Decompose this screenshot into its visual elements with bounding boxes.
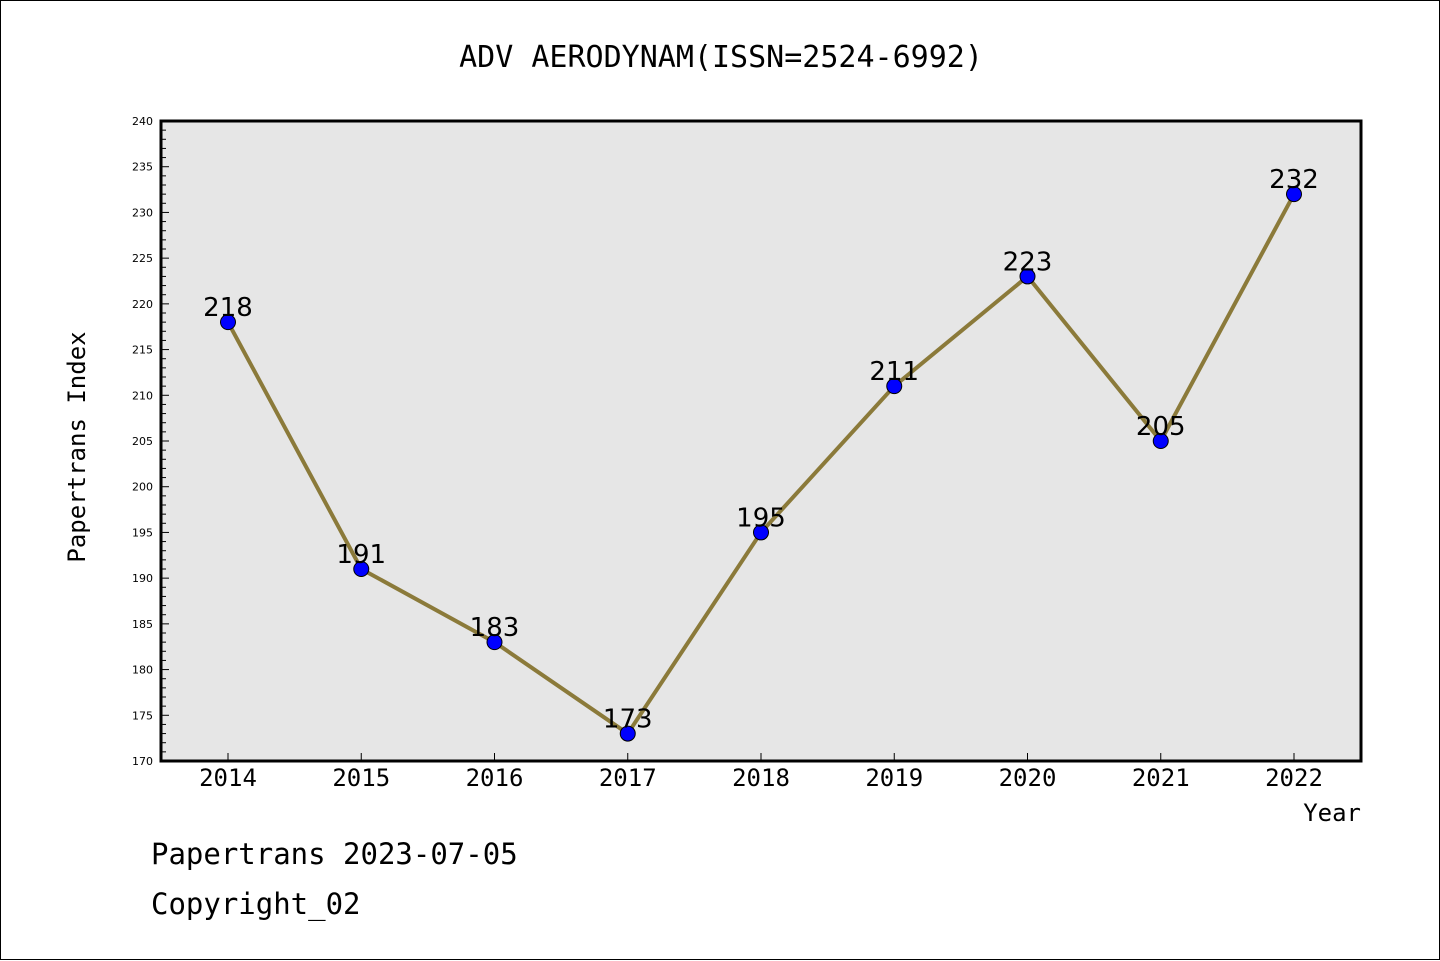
footer-date: Papertrans 2023-07-05 <box>151 837 518 871</box>
x-tick-label: 2019 <box>865 764 923 792</box>
y-tick-label: 230 <box>132 206 153 219</box>
data-point <box>220 314 236 331</box>
data-label: 218 <box>203 293 253 323</box>
data-label: 183 <box>470 613 520 643</box>
data-labels-group: 218 191 183 173 195 211 223 205 232 <box>203 165 1319 734</box>
data-point <box>353 561 370 577</box>
data-label: 205 <box>1136 412 1186 442</box>
data-point <box>753 524 769 541</box>
y-tick-label: 185 <box>132 618 153 631</box>
series-group <box>220 186 1302 742</box>
data-label: 211 <box>869 357 919 387</box>
x-tick-label: 2014 <box>199 764 257 792</box>
x-tick-label: 2022 <box>1265 764 1323 792</box>
x-tick-label: 2017 <box>599 764 657 792</box>
data-label: 195 <box>736 503 786 533</box>
data-label: 173 <box>603 705 653 735</box>
x-axis-label: Year <box>1303 799 1361 827</box>
x-tick-label: 2016 <box>466 764 524 792</box>
data-point <box>1019 268 1036 285</box>
chart-title: ADV AERODYNAM(ISSN=2524-6992) <box>459 40 983 75</box>
x-tick-label: 2018 <box>732 764 790 792</box>
data-point <box>486 634 503 651</box>
y-tick-label: 240 <box>132 115 153 128</box>
data-label: 191 <box>336 540 386 570</box>
y-axis-label: Papertrans Index <box>63 331 91 562</box>
data-label: 223 <box>1003 247 1053 277</box>
data-label: 232 <box>1269 165 1319 195</box>
y-tick-label: 170 <box>132 755 153 768</box>
x-tick-label: 2020 <box>999 764 1057 792</box>
x-tick-label: 2015 <box>332 764 390 792</box>
y-tick-label: 175 <box>132 709 153 722</box>
data-point <box>619 725 636 742</box>
x-axis: 2014 2015 2016 2017 2018 2019 2020 2021 2022 <box>199 753 1323 792</box>
x-tick-label: 2021 <box>1132 764 1190 792</box>
y-tick-label: 220 <box>132 298 153 311</box>
y-tick-label: 195 <box>132 526 153 539</box>
data-point <box>1286 186 1302 203</box>
data-point <box>1152 433 1169 449</box>
y-tick-label: 210 <box>132 389 153 402</box>
y-tick-label: 225 <box>132 252 153 265</box>
data-point <box>886 378 903 395</box>
footer-copyright: Copyright_02 <box>151 887 361 921</box>
y-tick-label: 205 <box>132 435 153 448</box>
y-axis: 170 175 180 185 190 195 200 205 210 215 220 225 230 2… <box>132 115 169 768</box>
y-tick-label: 190 <box>132 572 153 585</box>
y-tick-label: 215 <box>132 344 153 357</box>
y-tick-label: 200 <box>132 481 153 494</box>
y-tick-label: 235 <box>132 161 153 174</box>
y-tick-label: 180 <box>132 664 153 677</box>
